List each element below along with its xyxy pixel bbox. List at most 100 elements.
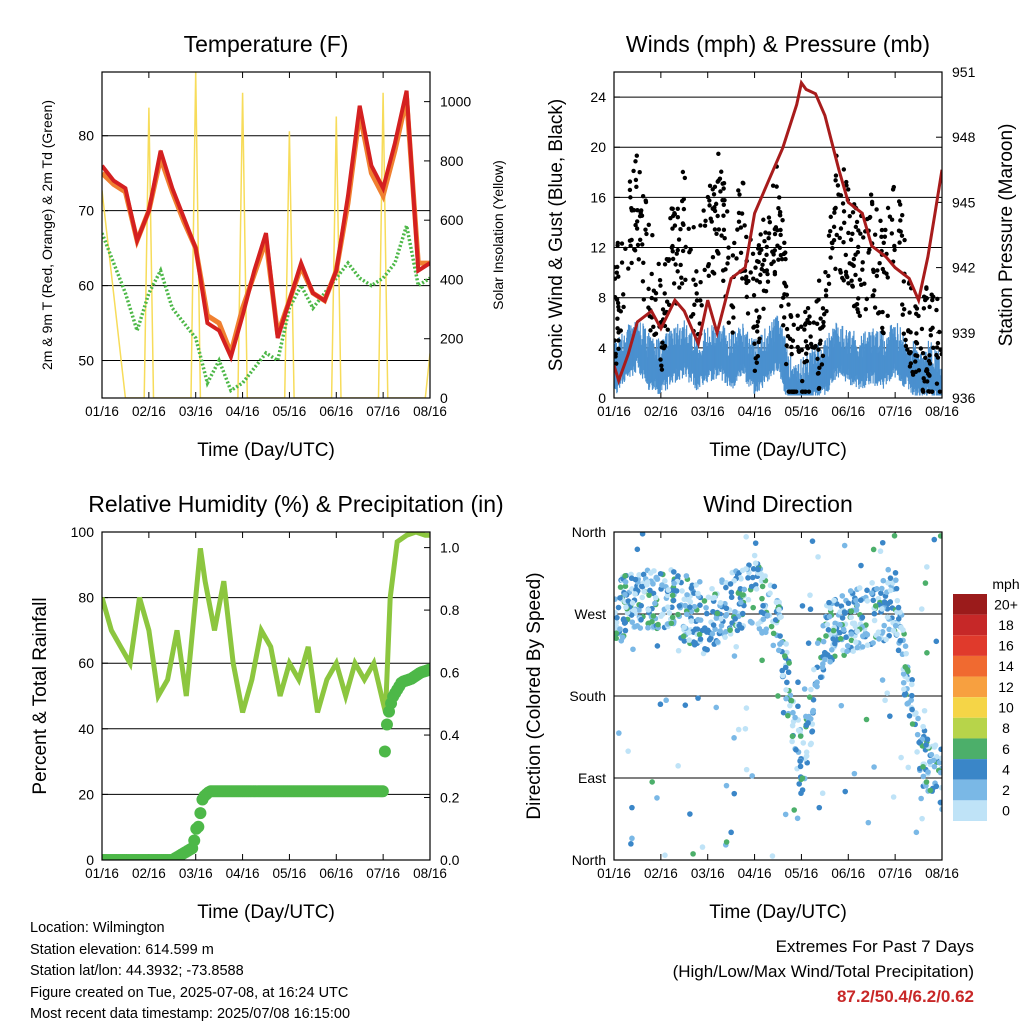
direction-point: [829, 647, 835, 653]
direction-point: [902, 643, 909, 649]
direction-point: [870, 640, 876, 646]
colorbar-swatch-6: [953, 717, 987, 739]
direction-point: [691, 603, 698, 610]
direction-point: [727, 627, 733, 633]
gust-point: [744, 280, 749, 286]
direction-series: [614, 532, 942, 859]
xtick-label-0-0: 01/16: [85, 404, 119, 419]
direction-point: [641, 588, 647, 595]
gust-point: [772, 248, 778, 253]
direction-point: [847, 588, 854, 594]
direction-point: [629, 600, 636, 606]
gust-point: [914, 306, 920, 311]
direction-point: [770, 630, 777, 637]
direction-point: [671, 587, 677, 594]
direction-point: [854, 628, 860, 635]
gust-point: [935, 296, 940, 302]
gust-point: [846, 187, 851, 192]
xtick-label-3-4: 05/16: [785, 866, 819, 881]
direction-point: [737, 575, 744, 581]
direction-point: [675, 611, 681, 618]
direction-point: [639, 594, 646, 601]
ytick-label-3-4: North: [572, 524, 606, 540]
direction-point: [741, 586, 748, 593]
direction-point: [881, 599, 888, 605]
direction-point: [684, 592, 690, 598]
direction-point: [827, 658, 833, 665]
gust-point: [646, 222, 651, 227]
direction-point: [736, 622, 743, 629]
direction-point: [617, 584, 624, 590]
direction-point: [870, 597, 877, 604]
direction-point: [879, 677, 886, 683]
gust-point: [649, 295, 654, 301]
gust-point: [711, 192, 717, 197]
direction-point: [854, 602, 860, 608]
gust-point: [769, 261, 774, 267]
direction-point: [884, 690, 891, 696]
direction-point: [823, 633, 829, 639]
station-info: Location: Wilmington Station elevation: …: [30, 918, 350, 1026]
gust-point: [691, 225, 696, 230]
gust-point: [815, 371, 821, 376]
direction-point: [785, 712, 791, 719]
gust-point: [660, 307, 666, 312]
direction-point: [837, 635, 844, 642]
ytick-label-1-2: 8: [598, 290, 606, 306]
colorbar-label-1: 18: [998, 617, 1014, 633]
y2tick-label-1-2: 942: [952, 260, 976, 276]
gust-point: [927, 304, 932, 310]
gust-point: [640, 279, 646, 284]
gust-point: [635, 208, 640, 213]
direction-point: [713, 615, 720, 621]
gust-point: [781, 323, 786, 328]
gust-point: [872, 232, 878, 237]
direction-point: [632, 591, 638, 597]
gust-point: [851, 263, 856, 268]
direction-point: [684, 611, 690, 618]
direction-point: [740, 592, 746, 598]
direction-point: [799, 603, 806, 609]
direction-point: [805, 640, 812, 646]
direction-point: [923, 779, 930, 785]
direction-point: [649, 618, 655, 625]
series-dewpoint: [102, 225, 430, 394]
gust-point: [675, 269, 680, 274]
gust-point: [777, 195, 782, 200]
elevation-text: Station elevation: 614.599 m: [30, 941, 214, 958]
direction-point: [734, 627, 741, 634]
direction-point: [906, 713, 913, 719]
gust-point: [923, 355, 928, 360]
gust-point: [755, 329, 760, 334]
direction-point: [820, 638, 827, 645]
gust-point: [903, 337, 908, 343]
gust-point: [662, 291, 667, 296]
direction-point: [697, 579, 703, 585]
y2tick-label-2-1: 0.2: [440, 790, 460, 806]
precip-point: [424, 663, 430, 676]
gust-point: [634, 184, 639, 190]
gust-point: [678, 262, 683, 268]
gust-point: [795, 313, 800, 318]
gust-point: [726, 255, 731, 260]
direction-point: [832, 640, 838, 647]
direction-point: [731, 653, 738, 659]
gust-point: [634, 153, 640, 158]
gust-point: [843, 269, 849, 275]
gust-point: [782, 292, 787, 297]
direction-point: [755, 566, 761, 573]
gust-point: [838, 193, 844, 198]
gust-point: [826, 233, 832, 238]
gust-point: [796, 349, 802, 355]
gust-point: [682, 175, 688, 181]
colorbar-swatch-8: [953, 759, 987, 780]
ytick-label-2-1: 20: [78, 786, 94, 802]
direction-point: [628, 841, 634, 847]
direction-point: [898, 754, 904, 761]
direction-point: [688, 618, 695, 624]
gust-point: [641, 260, 646, 265]
chart-title-0: Temperature (F): [184, 31, 349, 57]
gust-point: [921, 376, 926, 381]
gust-point: [875, 268, 880, 273]
gust-point: [832, 210, 837, 215]
